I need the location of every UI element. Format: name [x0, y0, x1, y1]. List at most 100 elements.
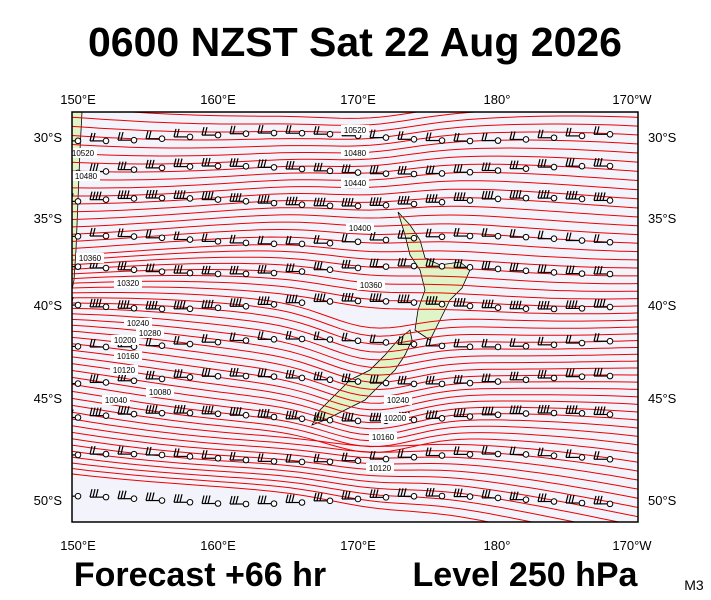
barb-feather [65, 193, 67, 201]
barb-station [326, 458, 334, 466]
barb-feather [428, 258, 432, 267]
barb-feather [341, 452, 345, 461]
barb-station [298, 240, 306, 248]
barb-feather [375, 197, 379, 206]
barb-feather [400, 449, 404, 458]
barb-feather [484, 299, 488, 308]
barb-feather [403, 488, 407, 497]
barb-feather [65, 228, 67, 236]
barb-feather [509, 446, 513, 455]
barb-feather [65, 488, 67, 496]
barb-feather [201, 233, 205, 242]
contour-line [72, 155, 638, 173]
barb-station [522, 376, 530, 384]
contour-line [72, 444, 638, 509]
barb-feather [291, 196, 295, 205]
barb-feather [65, 165, 67, 173]
barb-feather [92, 338, 96, 348]
barb-feather [509, 371, 513, 380]
barb-station [494, 137, 502, 144]
barb-feather [546, 404, 550, 414]
barb-feather [540, 404, 544, 414]
barb-feather [316, 162, 320, 172]
contour-label: 10520 [72, 149, 95, 158]
longitude-label-top: 180° [484, 92, 511, 107]
barb-feather [599, 192, 603, 201]
barb-station [298, 299, 306, 307]
barb-feather [229, 451, 233, 461]
barb-feather [92, 132, 96, 142]
barb-station [410, 234, 418, 242]
barb-feather [176, 158, 180, 167]
barb-station [410, 200, 418, 208]
contour-line [72, 330, 638, 383]
barb-station [606, 303, 614, 311]
barb-feather [313, 162, 317, 172]
barb-feather [344, 292, 348, 302]
barb-feather [176, 231, 180, 240]
barb-feather [369, 197, 373, 206]
barb-feather [123, 405, 127, 415]
barb-station [550, 305, 558, 313]
barb-feather [120, 161, 124, 170]
south-island [311, 329, 413, 426]
contour-line [72, 262, 638, 285]
title: 0600 NZST Sat 22 Aug 2026 [88, 19, 622, 65]
barb-station [606, 337, 614, 345]
barb-feather [459, 488, 463, 497]
barb-feather [313, 197, 317, 206]
barb-feather [120, 490, 124, 499]
barb-feather [453, 488, 457, 497]
barb-station [466, 232, 474, 240]
barb-feather [117, 490, 121, 499]
barb-feather [117, 261, 121, 270]
contour-label-box [114, 278, 142, 288]
barb-feather [291, 294, 295, 303]
barb-feather [596, 234, 600, 243]
latitude-label-right: 50°S [648, 493, 677, 508]
barb-station [466, 168, 474, 176]
barb-feather [400, 230, 404, 239]
barb-feather [266, 408, 270, 418]
barb-feather [313, 261, 317, 270]
barb-station [494, 304, 502, 311]
barb-feather [484, 373, 488, 382]
barb-station [102, 450, 110, 458]
barb-station [578, 410, 586, 417]
barb-feather [487, 489, 491, 499]
barb-feather [596, 265, 600, 275]
barb-feather [285, 196, 289, 205]
barb-feather [207, 368, 211, 377]
barb-station [158, 268, 166, 275]
barb-feather [515, 189, 519, 199]
barb-station [522, 496, 530, 503]
barb-feather [316, 126, 320, 135]
barb-station [214, 238, 222, 245]
barb-station [382, 339, 390, 346]
contour-label: 10120 [369, 464, 392, 473]
barb-feather [540, 158, 544, 168]
barb-feather [425, 375, 429, 385]
barb-feather [400, 165, 404, 175]
barb-feather [145, 405, 149, 414]
barb-feather [593, 406, 597, 415]
barb-station [158, 342, 166, 349]
barb-feather [151, 159, 155, 169]
barb-feather [568, 190, 572, 200]
barb-feather [123, 490, 127, 499]
contour-line [72, 250, 638, 269]
barb-feather [428, 410, 432, 419]
barb-feather [403, 294, 407, 303]
contour-line [72, 431, 638, 490]
barb-feather [201, 299, 205, 308]
barb-feather [341, 412, 345, 422]
barb-station [242, 411, 250, 419]
barb-feather [260, 368, 264, 377]
barb-feather [515, 262, 519, 271]
barb-station [270, 500, 278, 507]
barb-feather [123, 261, 127, 270]
barb-feather [62, 228, 64, 236]
barb-feather [285, 453, 289, 463]
barb-feather [487, 190, 491, 200]
barb-feather [341, 292, 345, 302]
